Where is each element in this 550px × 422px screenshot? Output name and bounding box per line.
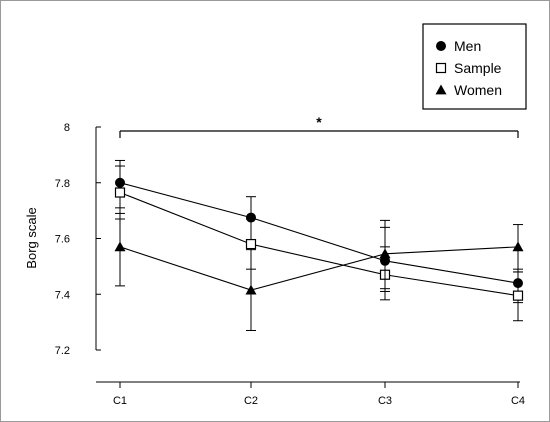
y-ticks: 7.2 7.4 7.6 7.8 8 (55, 122, 101, 357)
legend-marker (435, 62, 447, 74)
significance-label: * (316, 114, 322, 130)
y-tick-label: 7.6 (55, 234, 70, 246)
legend-label: Men (454, 38, 481, 54)
series-sample (114, 165, 524, 322)
y-tick-label: 7.4 (55, 289, 70, 301)
series-line (119, 191, 519, 297)
y-tick-label: 7.2 (55, 345, 70, 357)
data-point (114, 241, 126, 252)
series-group (114, 159, 524, 331)
legend-label: Sample (454, 60, 502, 76)
x-tick-label: C4 (511, 395, 525, 407)
x-tick-label: C2 (244, 395, 258, 407)
legend: Men Sample Women (422, 23, 527, 110)
x-tick-label: C1 (113, 395, 127, 407)
y-axis-title: Borg scale (24, 207, 39, 268)
y-tick-label: 7.8 (55, 178, 70, 190)
legend-marker (436, 41, 446, 51)
series-men (115, 159, 523, 304)
data-point (245, 238, 257, 250)
x-tick-label: C3 (378, 395, 392, 407)
data-point (114, 187, 126, 198)
data-point (512, 290, 524, 301)
data-point (379, 248, 391, 259)
legend-marker (435, 84, 447, 95)
y-tick-label: 8 (64, 122, 70, 134)
x-ticks: C1 C2 C3 C4 (113, 382, 525, 407)
legend-label: Women (454, 82, 502, 98)
series-women (114, 207, 524, 331)
data-point (512, 241, 524, 252)
series-line (119, 246, 519, 291)
data-point (245, 284, 257, 295)
significance-bracket: * (119, 114, 519, 138)
series-line (119, 182, 519, 284)
